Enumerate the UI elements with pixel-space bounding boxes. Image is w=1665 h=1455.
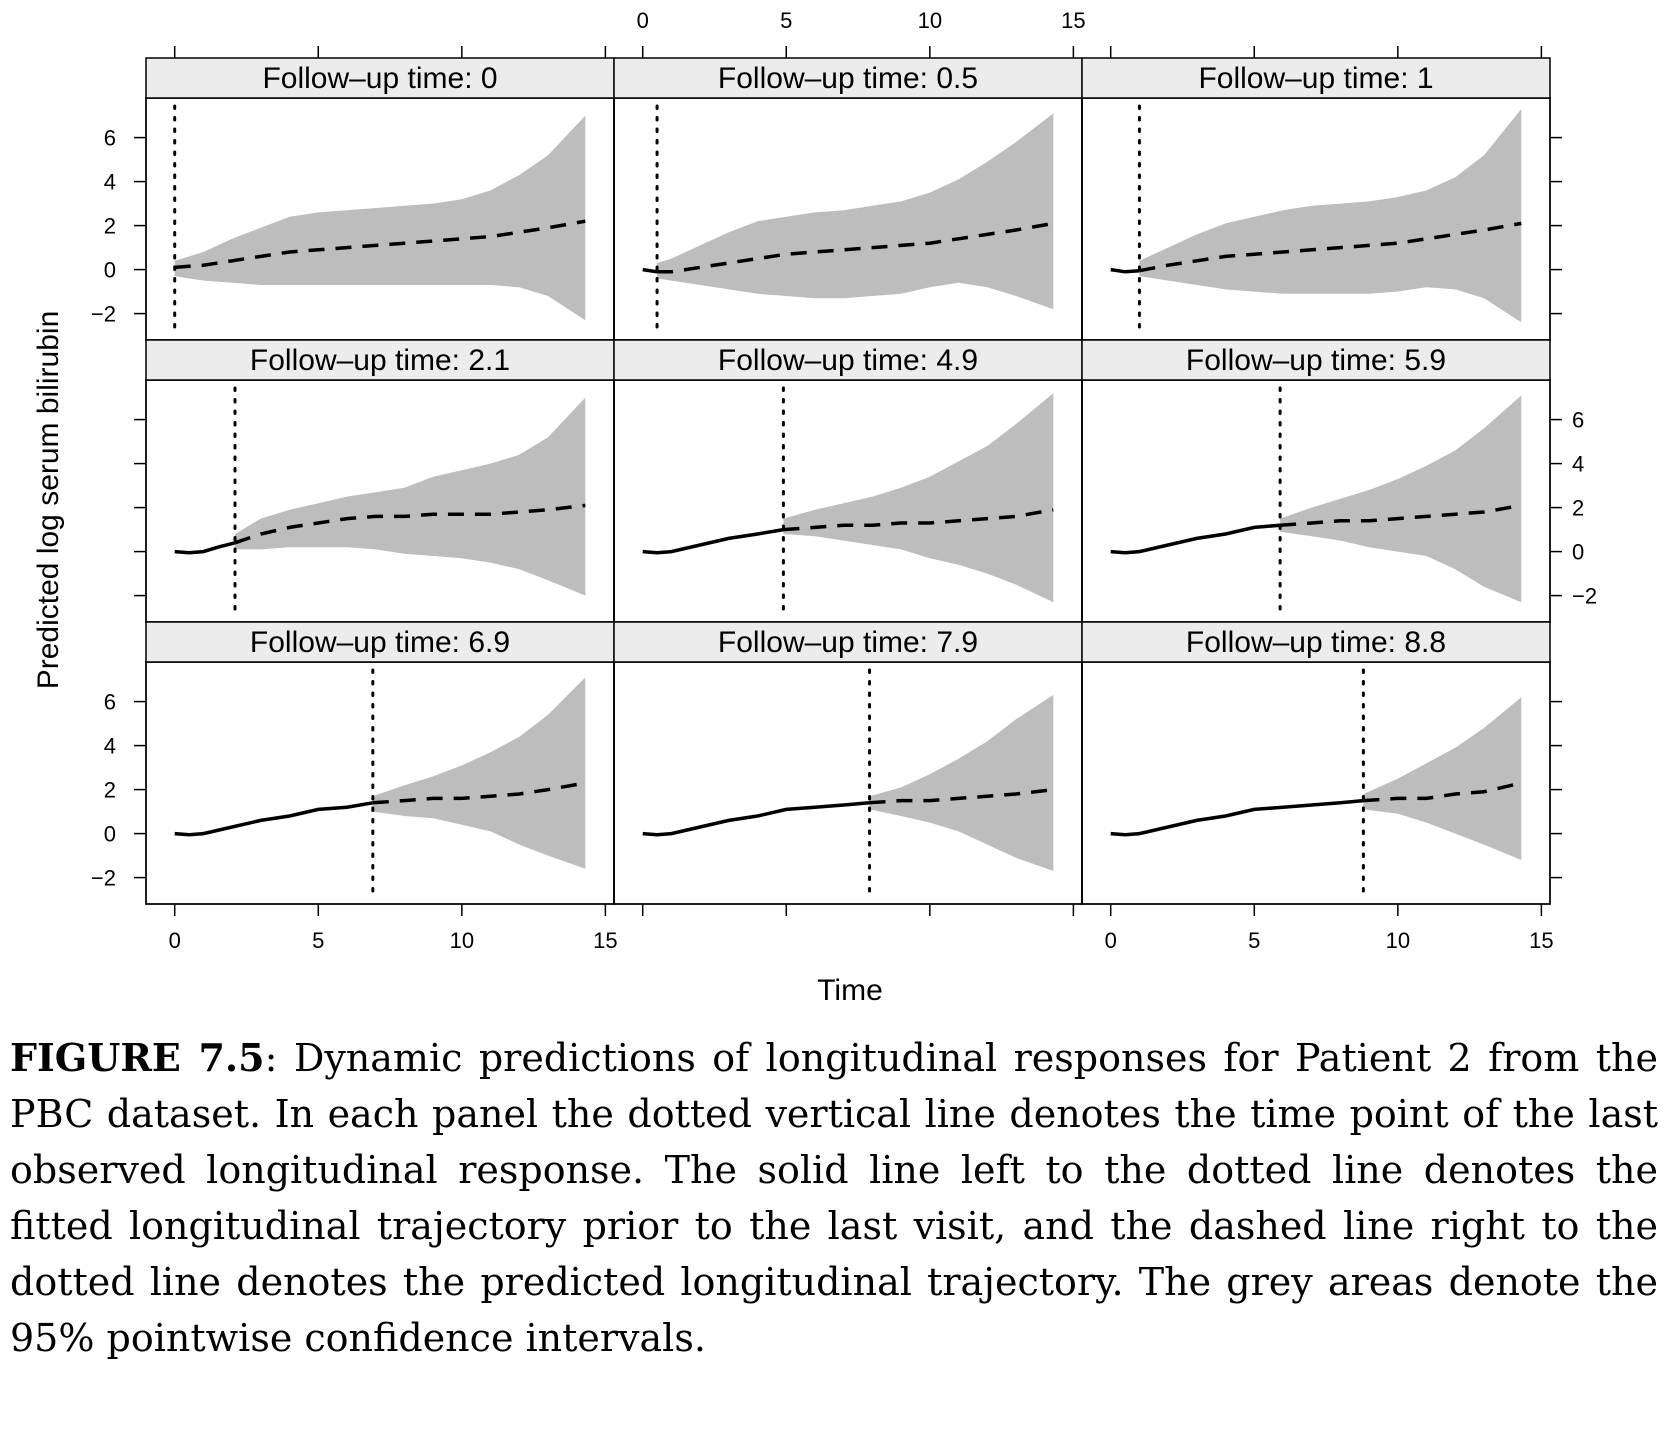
panels-group: Follow–up time: 0 Follow–up time: 0.5 Foll…	[145, 57, 1551, 905]
panel-title: Follow–up time: 6.9	[250, 626, 510, 659]
panel-9: Follow–up time: 8.8	[1081, 621, 1551, 905]
x-tick-label-bottom: 5	[312, 928, 324, 953]
confidence-band	[1280, 395, 1522, 603]
panel-2: Follow–up time: 0.5	[613, 57, 1083, 341]
fitted-trajectory-line	[174, 801, 374, 837]
confidence-band	[1363, 697, 1522, 860]
panel-8: Follow–up time: 7.9	[613, 621, 1083, 905]
fitted-trajectory-line	[642, 801, 870, 837]
panel-6: Follow–up time: 5.9	[1081, 339, 1551, 623]
y-tick-label-right: 4	[1572, 452, 1584, 477]
y-tick-label-left: 4	[104, 734, 116, 759]
caption-text: : Dynamic predictions of longitudinal re…	[10, 1036, 1658, 1360]
y-tick-label-right: 2	[1572, 496, 1584, 521]
panel-title: Follow–up time: 1	[1198, 62, 1433, 95]
fitted-trajectory-line	[1110, 798, 1364, 837]
fitted-trajectory-line	[174, 541, 236, 555]
panel-3: Follow–up time: 1	[1081, 57, 1551, 341]
x-tick-label-bottom: 15	[593, 928, 617, 953]
panel-strip	[613, 57, 1083, 99]
panel-strip	[613, 621, 1083, 663]
predicted-trajectory-line	[869, 787, 1054, 805]
panel-5: Follow–up time: 4.9	[613, 339, 1083, 623]
panel-7: Follow–up time: 6.9	[145, 621, 615, 905]
predicted-trajectory-line	[234, 503, 586, 545]
y-tick-label-left: 2	[104, 214, 116, 239]
x-tick-label-bottom: 5	[1248, 928, 1260, 953]
faceted-line-chart: Follow–up time: 0 Follow–up time: 0.5 Foll…	[32, 8, 1597, 1007]
predicted-trajectory-line	[1363, 781, 1522, 803]
panel-strip	[1081, 621, 1551, 663]
panel-title: Follow–up time: 4.9	[718, 344, 978, 377]
y-tick-label-left: 0	[104, 822, 116, 847]
predicted-trajectory-line	[174, 219, 586, 270]
confidence-band	[372, 677, 586, 869]
y-axis-title: Predicted log serum bilirubin	[32, 311, 65, 690]
axes-group: 0 5 10 15 0 5 10 15 0 5 10 15 −2 0 2 4 6 −2 0 2 4 6 −2 0 2 4 6	[91, 8, 1597, 953]
fitted-trajectory-line	[642, 527, 784, 555]
panel-title: Follow–up time: 5.9	[1186, 344, 1446, 377]
panel-strip	[613, 339, 1083, 381]
y-tick-label-left: −2	[91, 866, 116, 891]
x-tick-label-bottom: 10	[1386, 928, 1410, 953]
panel-title: Follow–up time: 2.1	[250, 344, 510, 377]
x-tick-label-top: 10	[918, 8, 942, 33]
y-tick-label-left: 4	[104, 170, 116, 195]
panel-title: Follow–up time: 0	[262, 62, 497, 95]
y-tick-label-left: 2	[104, 778, 116, 803]
predicted-trajectory-line	[1279, 503, 1522, 527]
panel-strip	[145, 621, 615, 663]
y-tick-label-right: 0	[1572, 540, 1584, 565]
predicted-trajectory-line	[783, 508, 1054, 532]
predicted-trajectory-line	[1139, 221, 1522, 273]
x-tick-label-top: 5	[780, 8, 792, 33]
confidence-band	[783, 393, 1054, 603]
panel-strip	[145, 339, 615, 381]
y-tick-label-right: 6	[1572, 408, 1584, 433]
confidence-band	[235, 397, 586, 596]
x-tick-label-top: 0	[637, 8, 649, 33]
figure-caption: FIGURE 7.5: Dynamic predictions of longi…	[10, 1030, 1658, 1366]
x-tick-label-bottom: 15	[1529, 928, 1553, 953]
y-tick-label-left: 6	[104, 126, 116, 151]
fitted-trajectory-line	[1110, 523, 1281, 555]
panel-strip	[145, 57, 615, 99]
y-tick-label-right: −2	[1572, 584, 1597, 609]
panel-title: Follow–up time: 0.5	[718, 62, 978, 95]
x-tick-label-bottom: 0	[1105, 928, 1117, 953]
y-tick-label-left: −2	[91, 302, 116, 327]
confidence-band	[869, 695, 1054, 871]
x-tick-label-bottom: 10	[450, 928, 474, 953]
y-tick-label-left: 6	[104, 690, 116, 715]
panel-4: Follow–up time: 2.1	[145, 339, 615, 623]
y-tick-label-left: 0	[104, 258, 116, 283]
fitted-trajectory-line	[642, 267, 658, 274]
x-tick-label-bottom: 0	[169, 928, 181, 953]
figure-label: FIGURE 7.5	[10, 1035, 265, 1080]
predicted-trajectory-line	[372, 781, 586, 805]
panel-strip	[1081, 57, 1551, 99]
panel-strip	[1081, 339, 1551, 381]
panel-title: Follow–up time: 7.9	[718, 626, 978, 659]
panel-1: Follow–up time: 0	[145, 57, 615, 341]
confidence-band	[1139, 109, 1522, 323]
x-tick-label-top: 15	[1061, 8, 1085, 33]
x-axis-title: Time	[817, 974, 883, 1007]
panel-title: Follow–up time: 8.8	[1186, 626, 1446, 659]
confidence-band	[174, 115, 586, 321]
fitted-trajectory-line	[1110, 267, 1140, 274]
confidence-band	[657, 113, 1054, 310]
